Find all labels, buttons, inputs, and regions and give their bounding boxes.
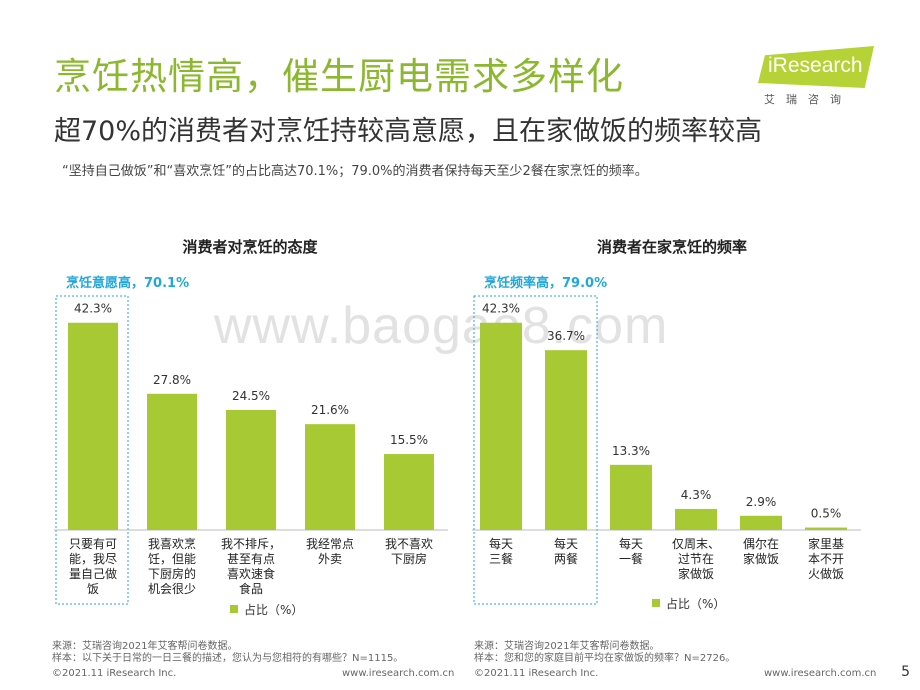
bar <box>305 424 355 530</box>
bar-value-label: 4.3% <box>681 488 712 502</box>
category-label: 食品 <box>239 581 263 596</box>
sample-note: 样本：以下关于日常的一日三餐的描述，您认为与您相符的有哪些？N=1115。 <box>52 651 403 664</box>
bar-value-label: 24.5% <box>232 389 270 403</box>
category-label: 饭 <box>87 582 99 596</box>
highlight-box <box>473 295 598 605</box>
category-label: 喜欢速食 <box>227 566 275 581</box>
bar <box>68 322 118 530</box>
category-label: 甚至有点 <box>227 552 275 566</box>
category-label: 我不排斥， <box>221 537 281 551</box>
sample-note: 样本：您和您的家庭目前平均在家做饭的频率？N=2726。 <box>474 651 735 664</box>
category-label: 家里基 <box>808 536 844 551</box>
bar <box>147 393 197 530</box>
bar <box>675 508 717 530</box>
bar-value-label: 0.5% <box>811 507 842 521</box>
category-label: 外卖 <box>318 552 342 566</box>
category-label: 机会很少 <box>148 582 196 596</box>
iresearch-logo: iResearch 艾瑞咨询 <box>758 46 878 108</box>
bar-value-label: 42.3% <box>482 302 520 316</box>
page-subtitle: 超70%的消费者对烹饪持较高意愿，且在家做饭的频率较高 <box>54 116 763 147</box>
source-note: 来源：艾瑞咨询2021年艾客帮问卷数据。 <box>474 639 659 652</box>
bar-value-label: 13.3% <box>612 444 650 458</box>
chart-attitude: 消费者对烹饪的态度烹饪意愿高，70.1% 42.3% 只要有可 能，我尽 量自己做饭 27… <box>52 238 448 664</box>
chart-svg: 消费者在家烹饪的频率烹饪频率高，79.0%42.3%每天三餐36.7%每天两餐1… <box>472 238 861 664</box>
category-label: 能，我尽 <box>69 552 117 566</box>
legend-swatch <box>652 599 660 607</box>
category-label: 量自己做 <box>69 566 117 581</box>
bar-value-label: 2.9% <box>746 495 777 509</box>
category-label: 偶尔在 <box>743 536 779 551</box>
legend-label: 占比（%） <box>666 596 725 611</box>
category-label: 每天 <box>554 536 578 551</box>
highlight-label: 烹饪频率高，79.0% <box>484 275 607 291</box>
bar <box>384 454 434 530</box>
chart-title: 消费者对烹饪的态度 <box>182 238 318 256</box>
bar-value-label: 27.8% <box>153 373 191 387</box>
category-label: 两餐 <box>554 551 578 566</box>
bar-value-label: 21.6% <box>311 403 349 417</box>
category-label: 我经常点 <box>306 537 354 551</box>
bar <box>480 322 522 530</box>
watermark: www.baogao8.com <box>214 297 669 355</box>
category-label: 本不开 <box>808 552 844 566</box>
category-label: 我喜欢烹 <box>148 536 196 551</box>
legend-swatch <box>230 605 238 613</box>
category-label: 家做饭 <box>743 551 779 566</box>
page-number: 5 <box>901 664 910 680</box>
chart-title: 消费者在家烹饪的频率 <box>597 238 747 256</box>
footer-url-right[interactable]: www.iresearch.com.cn <box>764 668 877 679</box>
category-label: 只要有可 <box>69 537 117 551</box>
footer-copyright-right: ©2021.11 iResearch Inc. <box>474 668 599 679</box>
source-note: 来源：艾瑞咨询2021年艾客帮问卷数据。 <box>52 639 237 652</box>
bar-value-label: 42.3% <box>74 302 112 316</box>
footer-url-left[interactable]: www.iresearch.com.cn <box>342 668 455 679</box>
category-label: 过节在 <box>678 552 714 566</box>
category-label: 饪，但能 <box>148 552 196 566</box>
highlight-box <box>55 295 129 605</box>
logo-cn-text: 艾瑞咨询 <box>764 93 852 106</box>
bar <box>545 350 587 530</box>
category-label: 仅周末、 <box>672 537 720 551</box>
footer-copyright-left: ©2021.11 iResearch Inc. <box>52 668 177 679</box>
chart-frequency: 消费者在家烹饪的频率 烹饪频率高，79.0% 42.3% 每天 三餐 36.7% 每天 两餐 1… <box>460 0 920 690</box>
category-label: 每天 <box>619 536 643 551</box>
bar-value-label: 36.7% <box>547 329 585 343</box>
bar <box>805 527 847 530</box>
category-label: 火做饭 <box>808 566 844 581</box>
page-title: 烹饪热情高，催生厨电需求多样化 <box>54 55 624 98</box>
category-label: 三餐 <box>489 551 513 566</box>
category-label: 每天 <box>489 536 513 551</box>
legend-label: 占比（%） <box>244 602 303 617</box>
bar <box>610 464 652 530</box>
category-label: 家做饭 <box>678 566 714 581</box>
highlight-label: 烹饪意愿高，70.1% <box>66 275 189 291</box>
logo-text: iResearch <box>768 54 863 77</box>
bar-value-label: 15.5% <box>390 433 428 447</box>
bar <box>226 409 276 530</box>
category-label: 一餐 <box>619 551 643 566</box>
category-label: 下厨房的 <box>148 566 196 581</box>
bar <box>740 515 782 530</box>
category-label: 我不喜欢 <box>385 536 433 551</box>
summary-text: “坚持自己做饭”和“喜欢烹饪”的占比高达70.1%；79.0%的消费者保持每天至… <box>62 164 648 179</box>
category-label: 下厨房 <box>391 551 427 566</box>
